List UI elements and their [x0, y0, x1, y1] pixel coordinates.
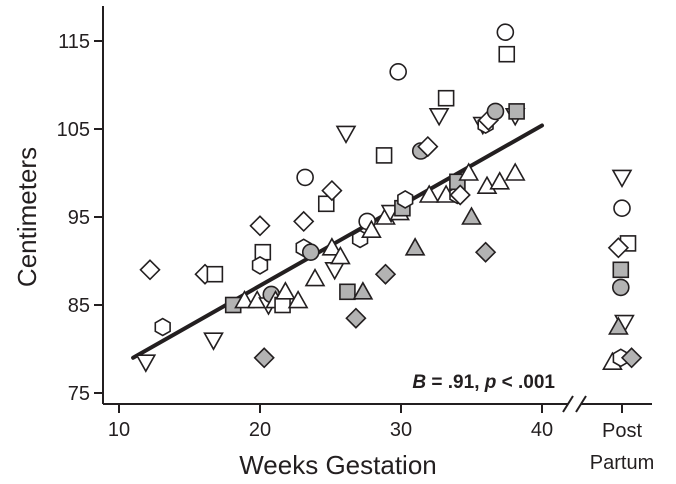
y-axis-ticks: 75 85 95 105 115 [57, 31, 103, 405]
x-tick-label-post: Post [602, 420, 642, 442]
triangle-up-marker [489, 171, 511, 190]
x-axis-title: Weeks Gestation [239, 450, 437, 480]
square-marker [508, 103, 525, 120]
p-label: p [484, 372, 497, 393]
triangle-up-marker [404, 237, 426, 256]
square-marker [375, 147, 393, 164]
circle-marker [389, 63, 407, 81]
triangle-up-marker [361, 219, 382, 238]
triangle-down-marker [428, 108, 450, 127]
diamond-marker [620, 347, 643, 369]
triangle-up-marker [234, 289, 255, 309]
triangle-down-marker [324, 261, 346, 281]
square-marker [317, 195, 335, 213]
triangle-up-marker [275, 281, 296, 300]
diamond-marker [345, 307, 367, 329]
triangle-down-marker [135, 354, 157, 373]
triangle-up-marker [458, 162, 480, 181]
b-label: B [412, 372, 426, 393]
circle-marker [613, 199, 631, 217]
triangle-down-marker [611, 169, 633, 189]
x-tick-label: 10 [108, 419, 130, 441]
axis-break-mark [575, 395, 587, 413]
triangle-up-marker [352, 281, 374, 300]
regression-annotation: B = .91, p < .001 [412, 372, 555, 393]
triangle-up-marker [461, 206, 482, 225]
triangle-down-marker [203, 332, 224, 351]
diamond-marker [374, 263, 397, 285]
hexagon-marker [397, 189, 414, 209]
hexagon-marker [251, 255, 269, 275]
circle-marker [611, 278, 630, 297]
b-value: = .91, [426, 372, 485, 393]
circle-marker [486, 102, 505, 121]
triangle-up-marker [608, 316, 629, 335]
diamond-marker [449, 184, 471, 206]
y-tick-label: 115 [58, 31, 90, 53]
diamond-marker [607, 237, 630, 259]
triangle-down-marker [335, 125, 357, 145]
y-axis-title: Centimeters [12, 147, 42, 287]
circle-marker [496, 23, 515, 42]
diamond-marker [321, 179, 343, 202]
square-marker [437, 89, 455, 107]
diamond-marker [139, 259, 161, 281]
y-tick-label: 105 [57, 119, 90, 141]
square-marker [612, 261, 630, 279]
diamond-marker [249, 215, 271, 237]
triangle-up-marker [418, 184, 440, 203]
data-points [135, 23, 643, 373]
y-tick-label: 85 [68, 295, 90, 317]
triangle-up-marker [304, 267, 326, 287]
square-marker [339, 283, 356, 301]
diamond-marker [474, 241, 497, 263]
square-marker [274, 296, 291, 314]
triangle-up-marker [504, 162, 526, 181]
triangle-up-marker [287, 289, 309, 309]
square-marker [206, 265, 224, 283]
x-tick-label-partum: Partum [590, 452, 654, 474]
x-tick-label: 30 [390, 419, 412, 441]
axes [102, 6, 652, 413]
regression-line [131, 123, 544, 360]
circle-marker [301, 243, 320, 261]
y-tick-label: 95 [68, 207, 90, 229]
diamond-marker [253, 347, 275, 369]
triangle-up-marker [330, 245, 351, 265]
p-value: < .001 [496, 372, 555, 393]
y-tick-label: 75 [68, 383, 90, 405]
diamond-marker [293, 210, 315, 233]
square-marker [498, 45, 516, 63]
triangle-up-marker [321, 237, 343, 256]
x-tick-label: 20 [249, 419, 271, 441]
circle-marker [296, 168, 314, 187]
x-axis-ticks: 10 20 30 40 [108, 404, 623, 441]
diamond-marker [417, 135, 439, 158]
axis-break-mark [562, 395, 574, 413]
hexagon-marker [154, 317, 171, 337]
x-tick-label: 40 [531, 419, 553, 441]
regression-line-layer [131, 123, 544, 360]
